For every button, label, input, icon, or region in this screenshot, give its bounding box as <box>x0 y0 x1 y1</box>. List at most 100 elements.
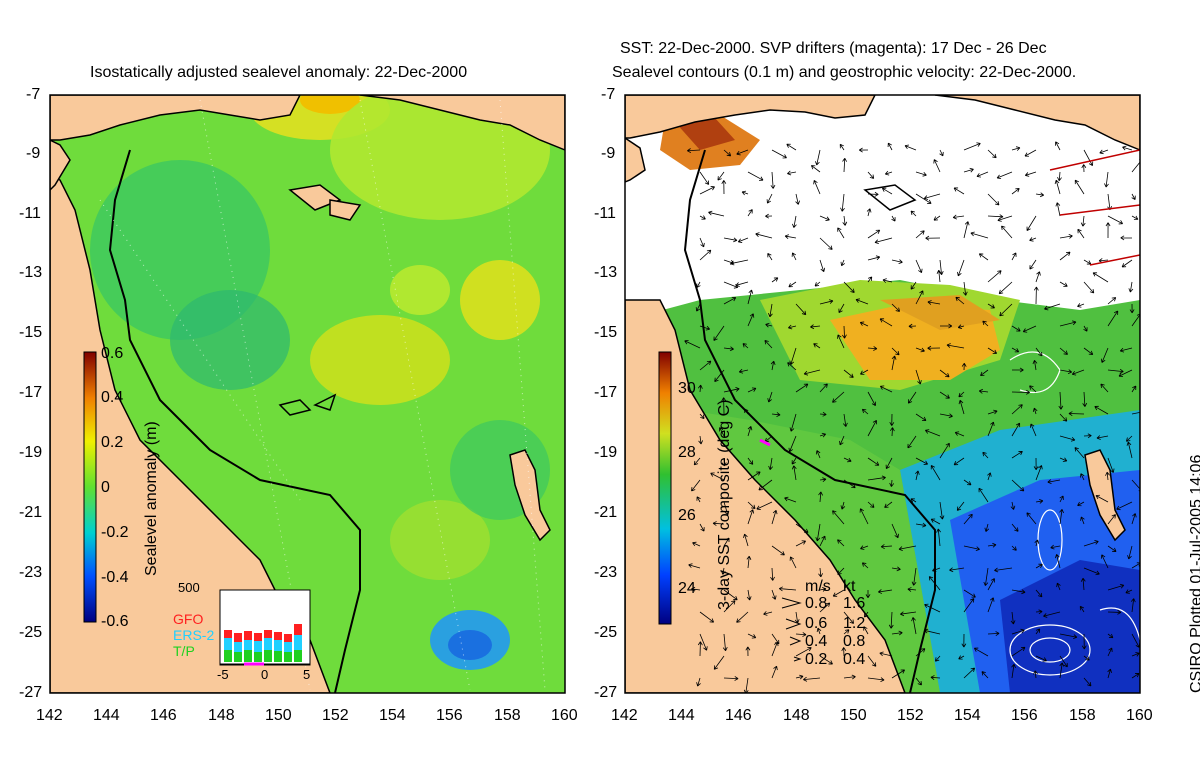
velocity-arrow <box>980 369 989 377</box>
left-lon-tick: 158 <box>494 707 521 724</box>
velocity-arrow <box>1129 303 1135 314</box>
left-map-frame <box>49 94 566 694</box>
velocity-arrow <box>963 142 981 151</box>
velocity-arrow <box>963 545 980 552</box>
right-lat-tick: -25 <box>594 624 618 641</box>
left-lon-tick: 146 <box>150 707 177 724</box>
right-map-title-line1: SST: 22-Dec-2000. SVP drifters (magenta)… <box>620 40 1047 57</box>
velocity-arrow <box>723 346 734 352</box>
velocity-arrow <box>1001 225 1013 239</box>
velocity-arrow <box>1083 677 1092 687</box>
velocity-arrow <box>771 589 777 600</box>
velocity-arrow <box>765 322 773 328</box>
velocity-arrow <box>843 281 855 293</box>
cape-york <box>50 139 71 192</box>
velocity-arrow <box>755 232 773 239</box>
speed-key-kt-3: 0.4 <box>843 651 866 668</box>
sealevel-map <box>50 95 565 693</box>
velocity-arrow <box>1035 589 1043 598</box>
right-lat-tick: -15 <box>594 324 618 341</box>
velocity-arrow <box>1059 457 1068 462</box>
velocity-arrow <box>1081 633 1087 650</box>
sst-tick-2: 26 <box>678 507 696 524</box>
velocity-arrow <box>962 281 968 296</box>
velocity-arrow <box>692 541 701 547</box>
velocity-arrow <box>770 360 776 371</box>
velocity-arrow <box>1059 369 1073 374</box>
velocity-arrow <box>747 457 754 465</box>
left-lat-tick: -21 <box>19 504 43 521</box>
velocity-arrow <box>1080 516 1085 525</box>
speed-key-ms-0: 0.8 <box>805 595 828 612</box>
velocity-arrow <box>699 611 715 623</box>
velocity-arrow <box>788 281 797 288</box>
velocity-arrow <box>770 567 775 581</box>
velocity-arrow <box>987 347 998 354</box>
velocity-arrow <box>1059 662 1065 679</box>
velocity-arrow <box>1080 215 1086 227</box>
velocity-arrow <box>819 411 827 417</box>
velocity-arrow <box>810 165 821 173</box>
velocity-arrow <box>891 523 899 539</box>
right-lon-tick: 142 <box>611 707 638 724</box>
velocity-arrow <box>1044 303 1061 311</box>
velocity-arrow <box>910 498 917 503</box>
velocity-arrow <box>939 369 950 378</box>
velocity-arrow <box>744 408 749 415</box>
velocity-arrow <box>1107 514 1116 525</box>
velocity-arrow <box>1011 545 1017 551</box>
velocity-arrow <box>1100 347 1109 363</box>
velocity-arrow <box>843 674 856 680</box>
velocity-arrow <box>699 325 711 331</box>
speed-key-kt-0: 1.6 <box>843 595 866 612</box>
velocity-arrow <box>861 562 869 569</box>
velocity-arrow <box>771 641 779 657</box>
velocity-arrow <box>961 362 967 371</box>
velocity-arrow <box>699 186 715 195</box>
velocity-arrow <box>766 193 773 204</box>
velocity-arrow <box>1081 164 1087 173</box>
velocity-arrow <box>843 611 854 624</box>
velocity-arrow <box>1131 652 1140 657</box>
velocity-arrow <box>788 435 797 453</box>
velocity-arrow <box>984 523 990 532</box>
velocity-arrow <box>866 208 872 217</box>
velocity-arrow <box>1121 259 1133 268</box>
velocity-arrow <box>878 589 893 594</box>
velocity-arrow <box>792 215 797 228</box>
velocity-arrow <box>842 325 847 339</box>
velocity-arrow <box>713 325 725 341</box>
velocity-arrow <box>978 253 989 261</box>
velocity-arrow <box>699 633 708 651</box>
velocity-arrow <box>771 509 778 525</box>
velocity-arrow <box>1083 540 1099 547</box>
velocity-arrow <box>1058 391 1064 410</box>
legend-tp: T/P <box>173 643 195 659</box>
speed-key-kt-2: 0.8 <box>843 633 866 650</box>
velocity-arrow <box>891 630 903 636</box>
velocity-arrow <box>815 450 821 459</box>
sealevel-tick-3: 0 <box>101 479 110 496</box>
velocity-arrow <box>955 296 965 305</box>
velocity-arrow <box>1011 523 1019 532</box>
velocity-arrow <box>887 142 893 151</box>
velocity-arrow <box>1105 471 1110 481</box>
velocity-arrow <box>1059 320 1077 327</box>
velocity-arrow <box>884 170 893 176</box>
velocity-arrow <box>767 253 773 261</box>
velocity-arrow <box>723 589 738 601</box>
velocity-arrow <box>699 249 712 261</box>
velocity-arrow <box>723 600 736 613</box>
satellite-pass-histogram <box>219 589 311 666</box>
velocity-arrow <box>819 477 827 483</box>
velocity-arrow <box>963 598 975 613</box>
velocity-arrow <box>867 677 885 682</box>
right-map-frame <box>624 94 1141 694</box>
left-lat-tick: -13 <box>19 264 43 281</box>
velocity-arrow <box>891 355 897 371</box>
velocity-arrow <box>900 611 917 617</box>
velocity-arrow <box>712 521 725 526</box>
velocity-arrow <box>841 647 847 657</box>
plot-credit: CSIRO Plotted 01-Jul-2005 14:06 <box>1188 454 1200 693</box>
